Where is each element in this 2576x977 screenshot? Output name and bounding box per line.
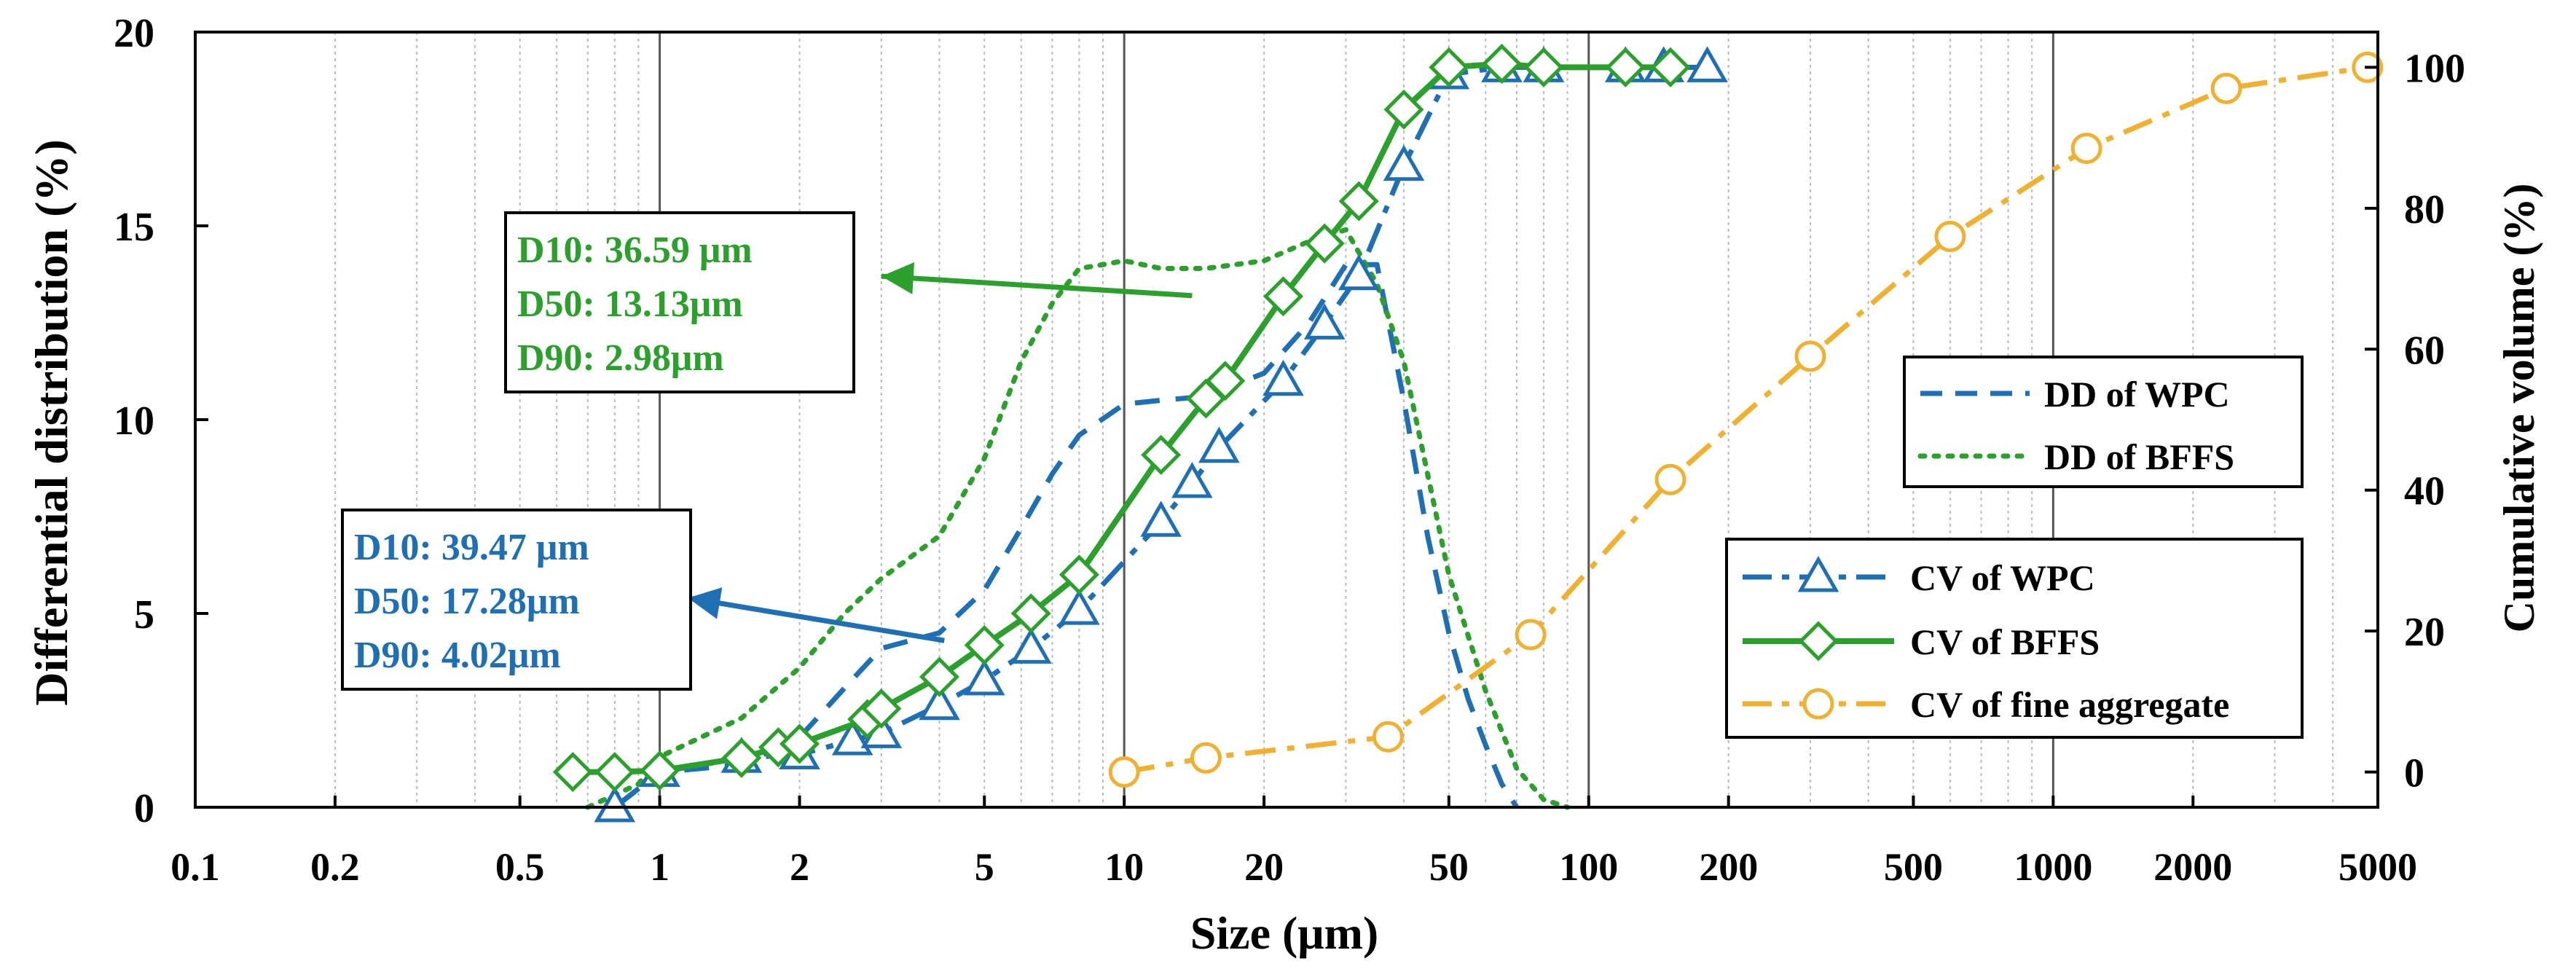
- data-point-cv-of-wpc: [1059, 589, 1100, 625]
- x-tick-label: 5000: [2339, 845, 2417, 889]
- x-tick-label: 20: [1244, 845, 1284, 889]
- x-tick-label: 1: [650, 845, 669, 889]
- data-point-cv-of-fine-aggregate: [2070, 133, 2102, 165]
- legend-label-dd-of-wpc: DD of WPC: [2044, 374, 2230, 415]
- annotation-text: D10: 39.47 μm: [354, 527, 589, 568]
- data-point-cv-of-fine-aggregate: [1515, 619, 1547, 651]
- y-axis-right-label: Cumulative volume (%): [2495, 184, 2543, 633]
- data-point-cv-of-bffs: [1263, 276, 1304, 317]
- data-point-cv-of-fine-aggregate: [1372, 721, 1404, 753]
- data-point-cv-of-bffs: [721, 737, 762, 778]
- x-tick-label: 2000: [2153, 845, 2232, 889]
- x-tick-label: 500: [1884, 845, 1943, 889]
- series-line-cv-of-fine-aggregate: [1123, 64, 2368, 775]
- annotation-arrow-line: [687, 595, 945, 643]
- data-point-cv-of-wpc: [1010, 627, 1052, 664]
- data-point-cv-of-bffs: [1059, 554, 1099, 595]
- data-point-cv-of-bffs: [1338, 181, 1379, 221]
- y-left-tick-label: 5: [134, 592, 154, 637]
- data-point-cv-of-fine-aggregate: [2210, 72, 2242, 104]
- x-tick-label: 0.1: [170, 845, 220, 889]
- y-right-tick-label: 20: [2404, 610, 2445, 655]
- data-point-cv-of-fine-aggregate: [1794, 340, 1826, 372]
- annotation-arrow-head: [688, 587, 723, 619]
- series-line-dd-of-wpc: [613, 262, 1519, 809]
- annotation-text: D90: 2.98μm: [517, 337, 724, 379]
- data-point-cv-of-fine-aggregate: [1934, 221, 1966, 253]
- data-point-cv-of-wpc: [1263, 359, 1304, 396]
- data-point-cv-of-wpc: [831, 719, 873, 756]
- x-tick-label: 50: [1429, 845, 1469, 889]
- data-point-cv-of-bffs: [1523, 47, 1564, 87]
- data-point-cv-of-bffs: [1304, 223, 1345, 264]
- y-left-tick-label: 15: [114, 205, 154, 250]
- y-right-tick-label: 80: [2404, 187, 2445, 232]
- x-tick-label: 0.2: [310, 845, 360, 889]
- data-point-cv-of-wpc: [963, 659, 1005, 696]
- data-point-cv-of-wpc: [1140, 501, 1182, 537]
- data-point-cv-of-bffs: [919, 656, 959, 697]
- data-point-cv-of-wpc: [1303, 303, 1346, 340]
- data-point-cv-of-bffs: [1605, 47, 1646, 87]
- y-right-tick-label: 60: [2404, 328, 2445, 373]
- data-point-cv-of-fine-aggregate: [1108, 756, 1140, 788]
- data-point-cv-of-bffs: [861, 688, 902, 729]
- y-right-tick-label: 100: [2404, 46, 2465, 91]
- y-left-tick-label: 0: [134, 786, 154, 831]
- y-axis-left-label: Differential distribution (%): [25, 139, 77, 705]
- y-left-tick-label: 10: [114, 399, 154, 444]
- data-point-cv-of-bffs: [552, 752, 593, 793]
- data-point-cv-of-wpc: [594, 785, 636, 823]
- annotation-box: [341, 509, 692, 691]
- x-tick-label: 100: [1559, 845, 1618, 889]
- data-point-cv-of-bffs: [1205, 361, 1246, 401]
- x-tick-label: 2: [790, 845, 809, 889]
- data-point-cv-of-bffs: [1383, 89, 1424, 130]
- x-tick-label: 1000: [2014, 845, 2092, 889]
- legend-marker-cv-of-wpc: [1797, 555, 1839, 592]
- legend-label-cv-of-wpc: CV of WPC: [1910, 557, 2095, 598]
- data-point-cv-of-bffs: [640, 750, 680, 791]
- legend-label-cv-of-bffs: CV of BFFS: [1910, 621, 2100, 662]
- annotation-arrow-line: [881, 273, 1193, 299]
- legend-label-cv-of-fine-aggregate: CV of fine aggregate: [1910, 684, 2229, 725]
- y-left-tick-label: 20: [114, 11, 154, 56]
- x-axis-label: Size (μm): [1190, 907, 1378, 959]
- data-point-cv-of-wpc: [1383, 144, 1425, 181]
- legend-label-dd-of-bffs: DD of BFFS: [2044, 436, 2234, 477]
- series-line-dd-of-bffs: [585, 227, 1571, 810]
- data-point-cv-of-bffs: [1429, 47, 1469, 87]
- data-point-cv-of-bffs: [1650, 47, 1691, 87]
- data-point-cv-of-bffs: [964, 624, 1005, 666]
- annotation-box: [504, 211, 855, 393]
- data-point-cv-of-bffs: [594, 752, 635, 793]
- data-point-cv-of-wpc: [1686, 46, 1728, 82]
- data-point-cv-of-fine-aggregate: [1190, 742, 1222, 774]
- data-point-cv-of-wpc: [1171, 462, 1213, 498]
- annotation-text: D50: 17.28μm: [354, 581, 580, 622]
- annotation-text: D90: 4.02μm: [354, 635, 561, 676]
- data-point-cv-of-wpc: [1338, 254, 1380, 291]
- data-point-cv-of-bffs: [1481, 43, 1523, 85]
- annotation-text: D10: 36.59 μm: [517, 229, 753, 271]
- annotation-text: D50: 13.13μm: [517, 283, 743, 325]
- annotation-arrow-head: [881, 262, 915, 294]
- legend-marker-cv-of-bffs: [1798, 621, 1839, 662]
- data-point-cv-of-bffs: [1141, 434, 1182, 475]
- legend-marker-cv-of-fine-aggregate: [1802, 688, 1834, 720]
- x-tick-label: 5: [975, 845, 994, 889]
- x-tick-label: 10: [1104, 845, 1144, 889]
- data-point-cv-of-wpc: [1198, 426, 1240, 463]
- data-point-cv-of-bffs: [1010, 593, 1051, 634]
- data-point-cv-of-wpc: [919, 683, 960, 721]
- y-right-tick-label: 40: [2404, 469, 2445, 514]
- x-tick-label: 200: [1699, 845, 1758, 889]
- x-tick-label: 0.5: [495, 845, 545, 889]
- y-right-tick-label: 0: [2404, 751, 2424, 796]
- data-point-cv-of-bffs: [779, 723, 820, 764]
- data-point-cv-of-fine-aggregate: [1654, 463, 1686, 495]
- legend-box-dd: [1903, 356, 2304, 488]
